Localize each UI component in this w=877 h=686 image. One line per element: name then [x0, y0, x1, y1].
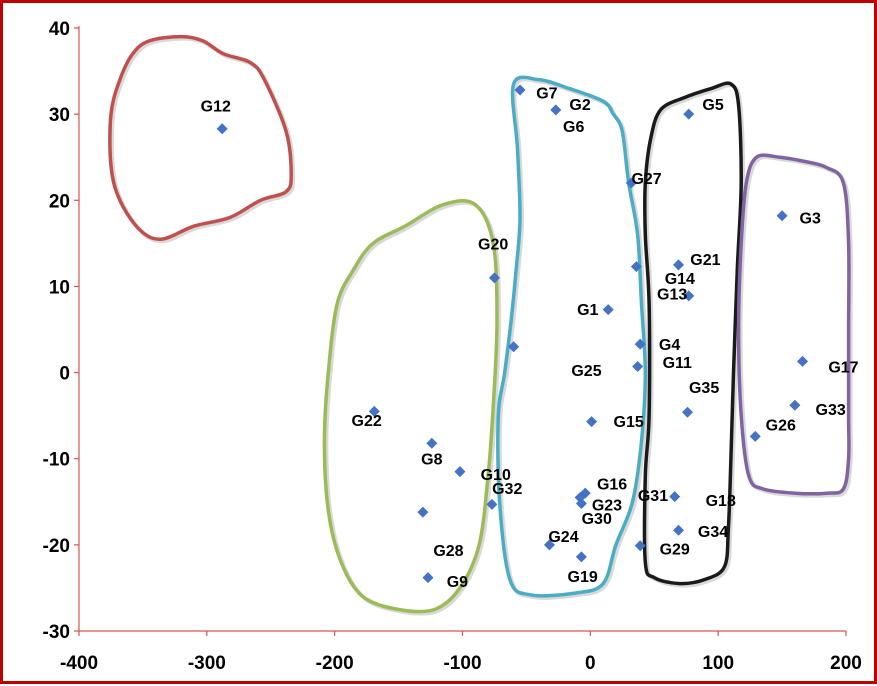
- point-label: G31: [638, 488, 668, 505]
- point-label: G13: [657, 286, 687, 303]
- point-label: G20: [478, 236, 508, 253]
- y-tick-label: 20: [49, 191, 70, 212]
- y-tick-label: 0: [59, 364, 70, 385]
- data-point: [630, 261, 642, 273]
- point-label: G27: [631, 171, 661, 188]
- point-label: G14: [665, 271, 695, 288]
- group-outline-shadow: [109, 36, 296, 244]
- data-point: [454, 466, 466, 478]
- point-label: G10: [481, 467, 511, 484]
- point-label: G30: [582, 511, 612, 528]
- data-point: [486, 498, 498, 510]
- point-label: G2: [569, 97, 590, 114]
- group-outline: [322, 199, 499, 614]
- data-point: [216, 123, 228, 135]
- data-point: [550, 104, 562, 116]
- point-label: G7: [536, 86, 557, 103]
- point-label: G29: [660, 541, 690, 558]
- point-label: G12: [201, 99, 231, 116]
- x-tick-label: -100: [443, 653, 481, 674]
- y-tick-label: 30: [49, 105, 70, 126]
- data-point: [634, 540, 646, 552]
- group-outline-shadow: [324, 200, 502, 616]
- group-outline: [642, 81, 743, 586]
- point-label: G4: [659, 337, 680, 354]
- y-tick-label: -20: [43, 536, 70, 557]
- data-point: [673, 524, 685, 536]
- data-point: [673, 259, 685, 271]
- point-label: G35: [689, 380, 719, 397]
- x-tick-label: 100: [702, 653, 734, 674]
- point-label: G6: [563, 119, 584, 136]
- y-tick-label: 10: [49, 277, 70, 298]
- x-tick-label: 200: [830, 653, 862, 674]
- point-label: G26: [766, 417, 796, 434]
- point-label: G34: [698, 524, 728, 541]
- data-point: [426, 437, 438, 449]
- point-label: G33: [816, 402, 846, 419]
- point-label: G9: [447, 574, 468, 591]
- data-point: [417, 506, 429, 518]
- point-label: G28: [433, 543, 463, 560]
- point-label: G19: [568, 569, 598, 586]
- data-point: [683, 108, 695, 120]
- x-tick-label: 0: [585, 653, 596, 674]
- group-outline: [108, 34, 293, 241]
- y-tick-label: 40: [49, 19, 70, 40]
- data-point: [797, 355, 809, 367]
- point-labels: G12G22G8G10G32G28G9G20G7G2G6G27G5G21G14G…: [201, 86, 859, 591]
- data-point: [575, 551, 587, 563]
- data-point: [683, 290, 695, 302]
- point-label: G32: [492, 481, 522, 498]
- group-outline: [736, 153, 851, 496]
- group-outline-shadow: [738, 155, 853, 498]
- data-point: [422, 572, 434, 584]
- data-point: [634, 338, 646, 350]
- group-outlines: [108, 34, 853, 616]
- data-point: [776, 210, 788, 222]
- data-point: [586, 416, 598, 428]
- point-label: G21: [690, 252, 720, 269]
- group-outline: [496, 75, 648, 598]
- data-point: [669, 491, 681, 503]
- data-point: [488, 272, 500, 284]
- point-label: G1: [577, 302, 598, 319]
- data-point: [543, 539, 555, 551]
- data-point: [514, 84, 526, 96]
- point-label: G23: [592, 497, 622, 514]
- point-label: G8: [421, 452, 442, 469]
- x-tick-label: -300: [188, 653, 226, 674]
- data-point: [681, 406, 693, 418]
- data-point: [368, 405, 380, 417]
- point-label: G5: [702, 97, 723, 114]
- group-outline-shadow: [644, 83, 746, 588]
- point-label: G17: [828, 360, 858, 377]
- point-label: G24: [548, 529, 578, 546]
- point-label: G11: [663, 355, 692, 372]
- data-point: [602, 304, 614, 316]
- data-point: [789, 399, 801, 411]
- point-label: G22: [352, 413, 382, 430]
- point-label: G25: [571, 363, 601, 380]
- data-point: [749, 430, 761, 442]
- point-label: G16: [597, 477, 627, 494]
- y-tick-label: -10: [43, 450, 70, 471]
- point-label: G18: [706, 493, 736, 510]
- data-points: [216, 84, 809, 584]
- point-label: G15: [614, 414, 644, 431]
- data-point: [508, 341, 520, 353]
- data-point: [625, 177, 637, 189]
- data-point: [575, 498, 587, 510]
- x-tick-label: -200: [316, 653, 354, 674]
- point-label: G3: [800, 211, 821, 228]
- y-tick-label: -30: [43, 622, 70, 643]
- x-tick-label: -400: [60, 653, 98, 674]
- data-point: [632, 361, 644, 373]
